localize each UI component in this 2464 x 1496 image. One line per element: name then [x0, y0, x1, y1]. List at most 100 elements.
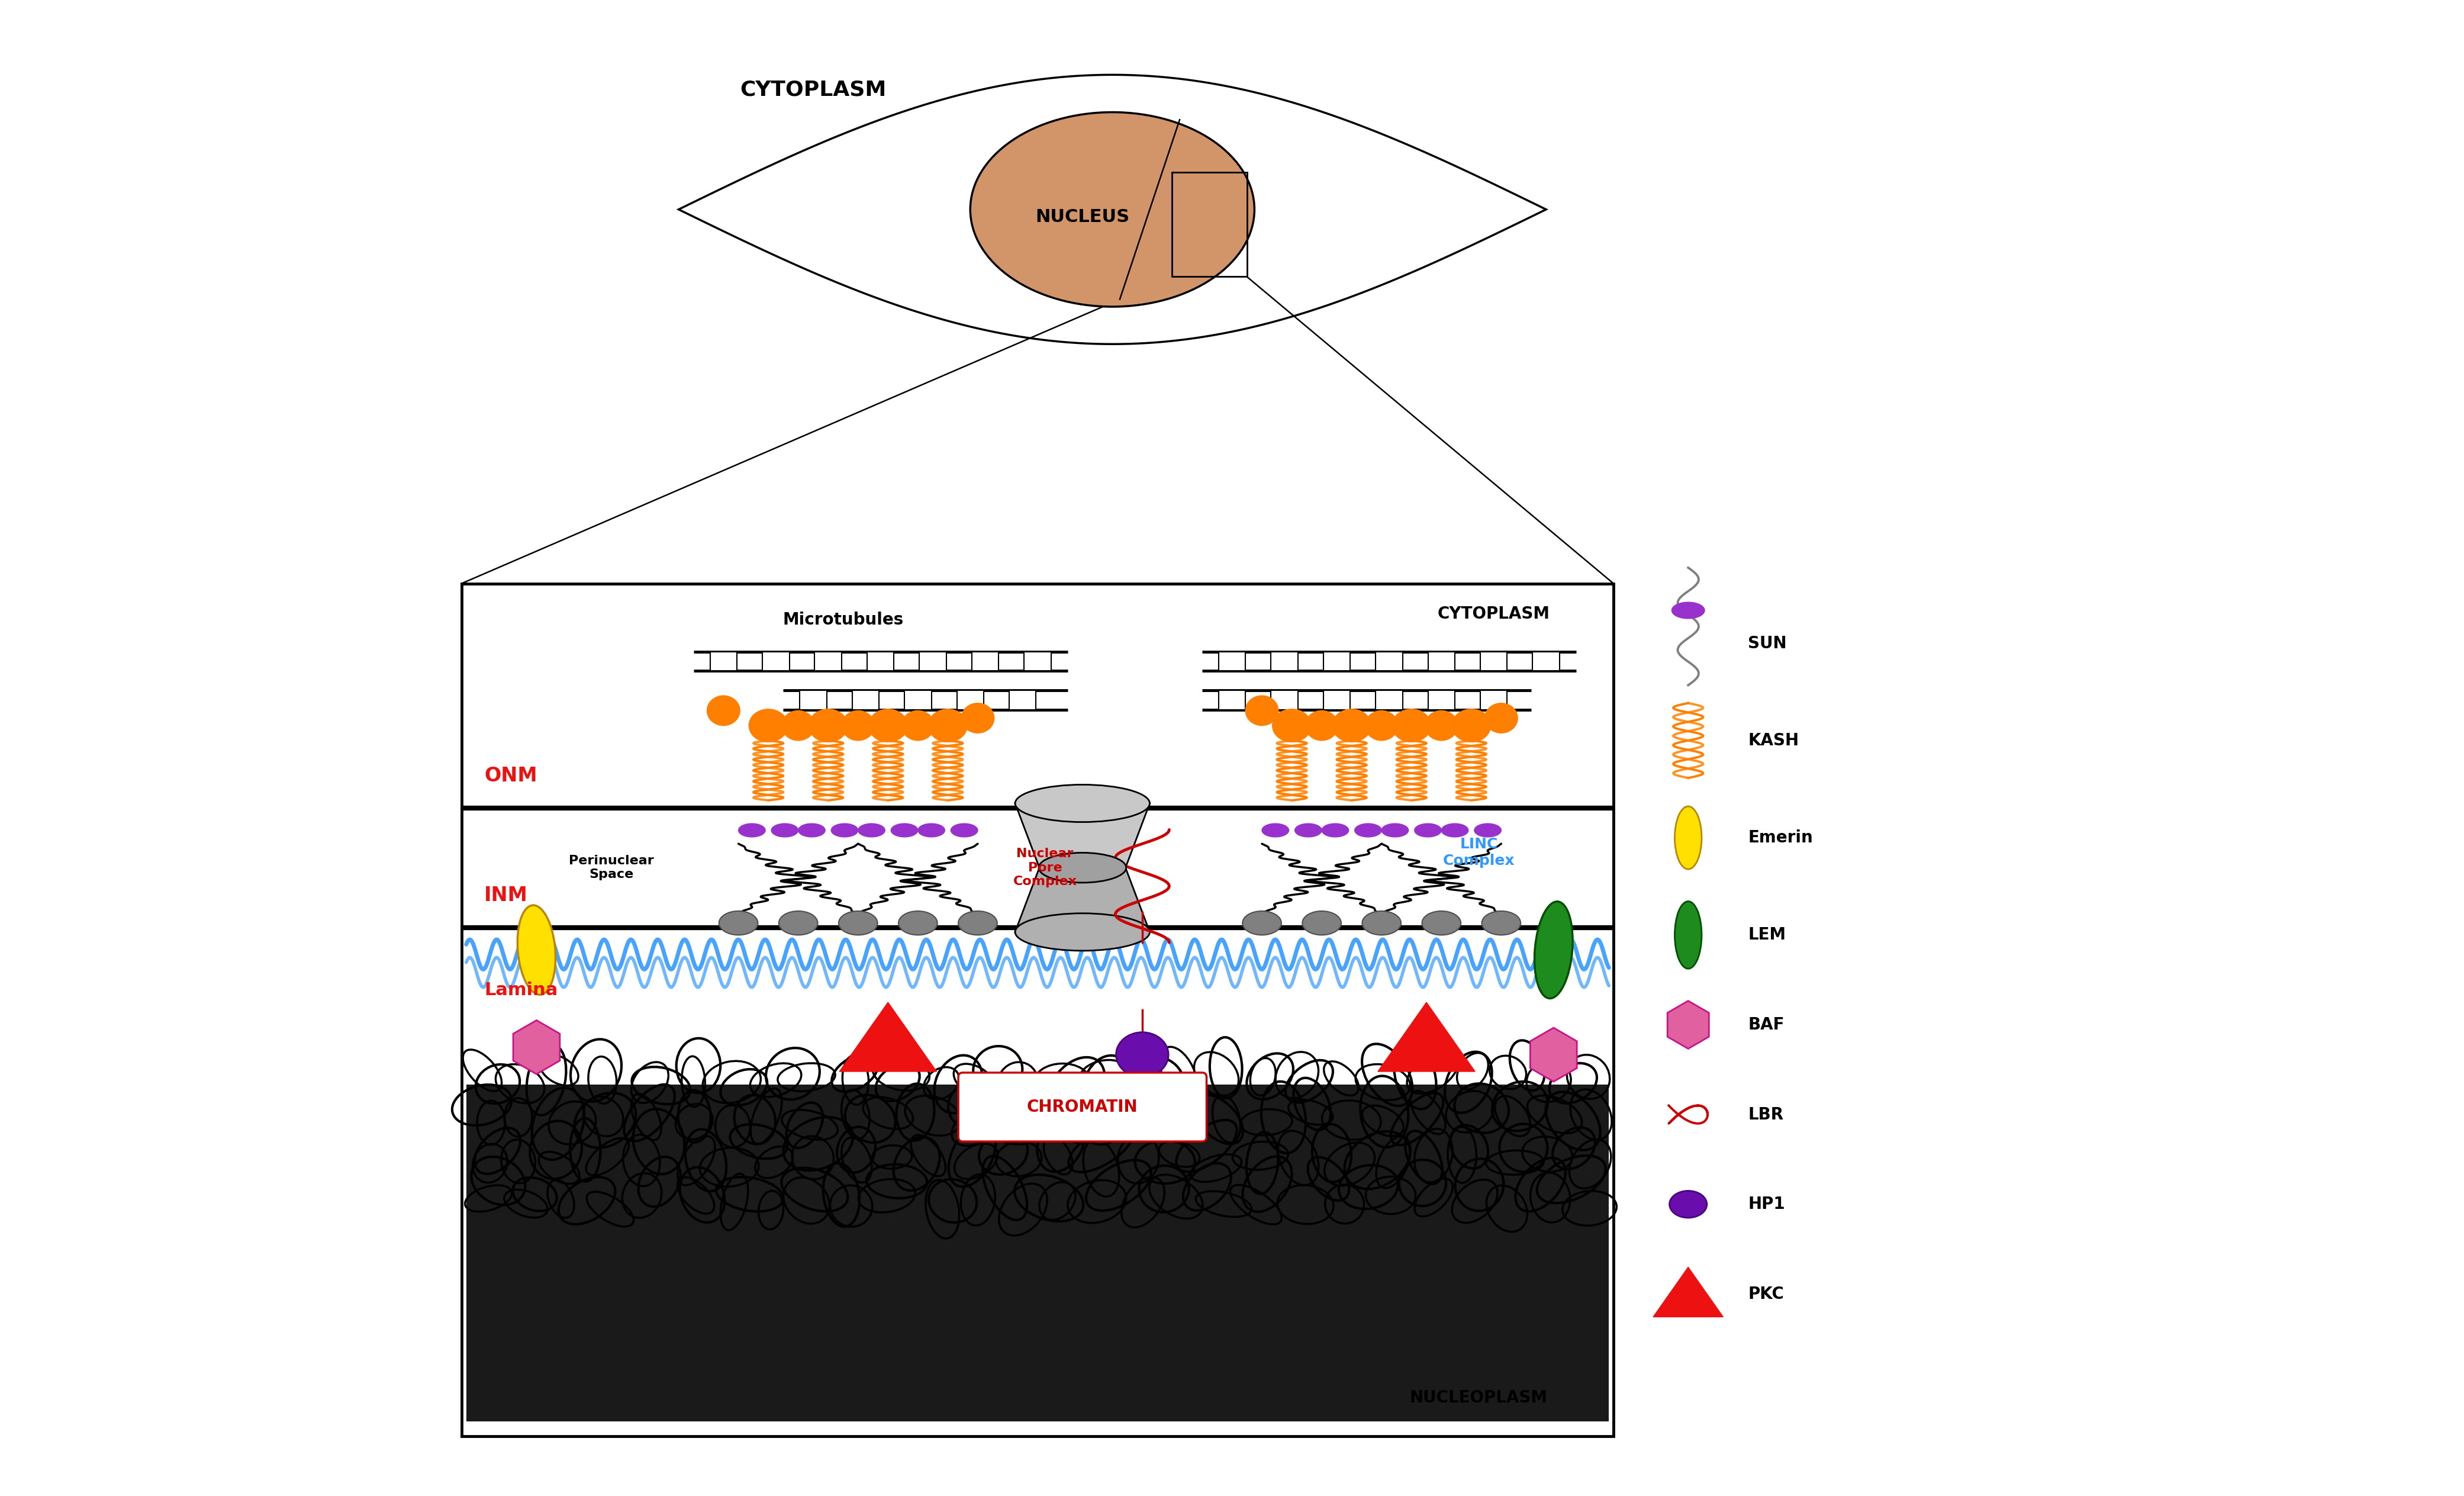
- Ellipse shape: [1486, 703, 1518, 733]
- Ellipse shape: [1116, 1032, 1168, 1077]
- Ellipse shape: [707, 696, 739, 726]
- Ellipse shape: [1242, 911, 1281, 935]
- Polygon shape: [1653, 1267, 1722, 1316]
- Polygon shape: [1668, 1001, 1710, 1049]
- Ellipse shape: [929, 709, 968, 742]
- Ellipse shape: [1671, 1191, 1708, 1218]
- Text: CYTOPLASM: CYTOPLASM: [739, 79, 887, 100]
- Ellipse shape: [1365, 711, 1397, 741]
- Ellipse shape: [749, 709, 788, 742]
- Bar: [1533, 652, 1560, 672]
- Ellipse shape: [971, 112, 1254, 307]
- Text: Microtubules: Microtubules: [784, 612, 904, 628]
- FancyBboxPatch shape: [958, 1073, 1207, 1141]
- Ellipse shape: [1481, 911, 1520, 935]
- Ellipse shape: [1441, 823, 1469, 838]
- Ellipse shape: [1414, 823, 1441, 838]
- Ellipse shape: [838, 911, 877, 935]
- Text: LINC
Complex: LINC Complex: [1444, 838, 1515, 868]
- Bar: [801, 691, 825, 711]
- Ellipse shape: [798, 823, 825, 838]
- Ellipse shape: [1015, 913, 1151, 951]
- Ellipse shape: [1382, 823, 1409, 838]
- Bar: [1323, 652, 1350, 672]
- Polygon shape: [840, 1002, 936, 1071]
- Bar: [1025, 652, 1052, 672]
- Ellipse shape: [771, 823, 798, 838]
- Bar: [1271, 652, 1299, 672]
- Bar: [1220, 691, 1244, 711]
- Bar: [956, 691, 983, 711]
- Bar: [1429, 652, 1454, 672]
- Ellipse shape: [951, 823, 978, 838]
- Bar: [1323, 691, 1350, 711]
- Ellipse shape: [1676, 806, 1703, 869]
- Ellipse shape: [1671, 601, 1705, 619]
- Ellipse shape: [517, 905, 554, 995]
- Ellipse shape: [961, 703, 993, 733]
- Ellipse shape: [1271, 709, 1311, 742]
- Text: BAF: BAF: [1747, 1016, 1784, 1034]
- Bar: [1481, 691, 1508, 711]
- Text: Perinuclear
Space: Perinuclear Space: [569, 854, 653, 881]
- Bar: [1429, 691, 1454, 711]
- Text: LBR: LBR: [1747, 1106, 1784, 1123]
- Bar: [1010, 691, 1035, 711]
- Text: INM: INM: [483, 886, 527, 905]
- Polygon shape: [1530, 1028, 1577, 1082]
- Ellipse shape: [843, 711, 875, 741]
- Polygon shape: [1377, 1002, 1476, 1071]
- Polygon shape: [1015, 803, 1151, 868]
- Ellipse shape: [867, 709, 907, 742]
- Bar: [919, 652, 946, 672]
- Ellipse shape: [1321, 823, 1348, 838]
- Bar: [853, 691, 880, 711]
- Ellipse shape: [958, 911, 998, 935]
- Text: Emerin: Emerin: [1747, 829, 1814, 847]
- Bar: [1375, 652, 1402, 672]
- Text: CYTOPLASM: CYTOPLASM: [1437, 606, 1550, 622]
- Ellipse shape: [830, 823, 857, 838]
- Ellipse shape: [1294, 823, 1321, 838]
- Ellipse shape: [1676, 901, 1703, 969]
- Ellipse shape: [779, 911, 818, 935]
- Ellipse shape: [1424, 711, 1459, 741]
- Ellipse shape: [1451, 709, 1491, 742]
- Text: ONM: ONM: [483, 766, 537, 785]
- Bar: [1173, 172, 1247, 277]
- Ellipse shape: [1244, 696, 1279, 726]
- Text: CHROMATIN: CHROMATIN: [1027, 1098, 1138, 1116]
- Ellipse shape: [1392, 709, 1432, 742]
- Text: Nuclear
Pore
Complex: Nuclear Pore Complex: [1013, 848, 1077, 887]
- Bar: [1481, 652, 1508, 672]
- Ellipse shape: [1303, 911, 1340, 935]
- Bar: [761, 652, 788, 672]
- Text: NUCLEUS: NUCLEUS: [1035, 208, 1129, 226]
- Bar: [1271, 691, 1299, 711]
- Ellipse shape: [719, 911, 759, 935]
- Bar: [710, 652, 737, 672]
- Ellipse shape: [1363, 911, 1402, 935]
- Ellipse shape: [899, 911, 936, 935]
- Text: KASH: KASH: [1747, 732, 1799, 749]
- Ellipse shape: [1355, 823, 1382, 838]
- Bar: [1375, 691, 1402, 711]
- Polygon shape: [1015, 868, 1151, 932]
- Text: PKC: PKC: [1747, 1285, 1784, 1303]
- Bar: [971, 652, 998, 672]
- Ellipse shape: [1422, 911, 1461, 935]
- Text: LEM: LEM: [1747, 926, 1786, 944]
- Ellipse shape: [808, 709, 848, 742]
- Text: NUCLEOPLASM: NUCLEOPLASM: [1409, 1390, 1547, 1406]
- Polygon shape: [513, 1020, 559, 1074]
- Ellipse shape: [781, 711, 816, 741]
- Ellipse shape: [1473, 823, 1501, 838]
- Ellipse shape: [739, 823, 766, 838]
- Ellipse shape: [1306, 711, 1338, 741]
- Text: Lamina: Lamina: [483, 981, 557, 998]
- Bar: [466, 1085, 1609, 1421]
- Text: SUN: SUN: [1747, 634, 1786, 652]
- Ellipse shape: [1040, 853, 1126, 883]
- Ellipse shape: [892, 823, 919, 838]
- Ellipse shape: [1535, 902, 1572, 998]
